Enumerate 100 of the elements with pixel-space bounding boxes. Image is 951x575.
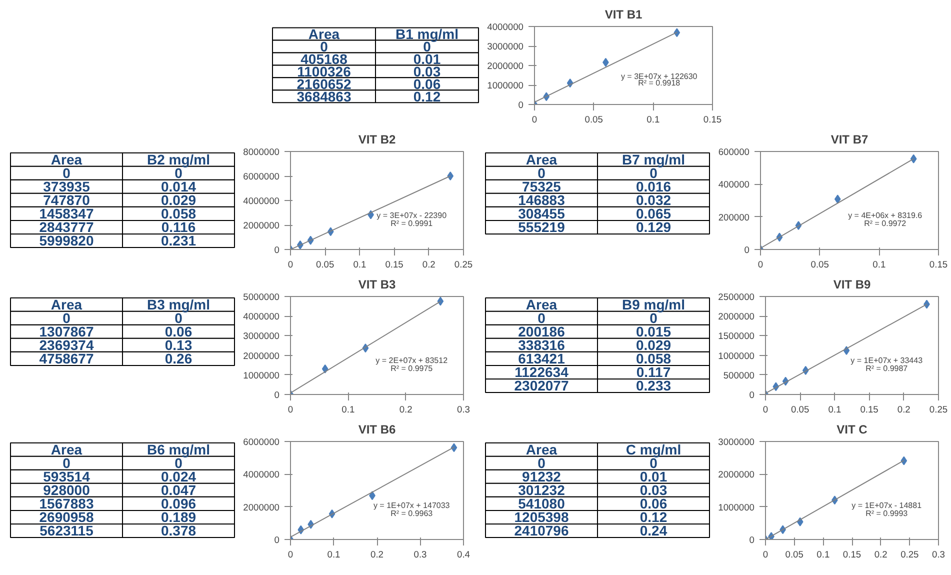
y-tick-label: 200000 bbox=[718, 212, 750, 222]
text: 2690958 bbox=[39, 509, 94, 526]
annotation: R² = 0.9987 bbox=[866, 364, 908, 373]
y-tick-label: 600000 bbox=[718, 147, 750, 157]
text: 75325 bbox=[522, 178, 562, 195]
x-tick-label: 0 bbox=[288, 550, 294, 560]
text: 0 bbox=[174, 165, 183, 182]
y-tick-label: 4000000 bbox=[243, 470, 280, 480]
text: 0.014 bbox=[160, 178, 196, 195]
y-tick-label: 3000000 bbox=[718, 437, 755, 447]
x-tick-label: 0.15 bbox=[842, 550, 862, 560]
text: 0.116 bbox=[161, 219, 196, 236]
text: 0.189 bbox=[160, 509, 196, 526]
annotation: y = 3E+07x - 22390 bbox=[376, 211, 448, 220]
annotation: R² = 0.9991 bbox=[390, 218, 434, 228]
text: 0.117 bbox=[636, 364, 671, 380]
text: 0 bbox=[650, 165, 658, 182]
text: 0 bbox=[62, 310, 71, 326]
y-tick-label: 0 bbox=[518, 100, 524, 110]
text: 2410796 bbox=[514, 522, 569, 539]
x-tick-label: 0.05 bbox=[316, 260, 334, 270]
text: 0 bbox=[174, 455, 183, 472]
y-tick-label: 3000000 bbox=[487, 42, 524, 52]
category-label: B7 mg/ml bbox=[622, 152, 686, 168]
x-tick-label: 0.05 bbox=[785, 550, 804, 560]
text: 0.016 bbox=[636, 178, 672, 195]
x-tick-label: 0.3 bbox=[932, 550, 945, 560]
y-tick-label: 0 bbox=[749, 535, 755, 545]
y-tick-label: 2000000 bbox=[243, 220, 280, 230]
text: 0 bbox=[538, 165, 546, 182]
y-tick-label: 1000000 bbox=[243, 370, 280, 380]
annotation: y = 1E+07x - 14881 bbox=[852, 501, 922, 510]
category-label: Area bbox=[50, 442, 82, 458]
text: 0.233 bbox=[636, 378, 672, 394]
y-tick-label: 2500000 bbox=[718, 292, 755, 302]
text: 0 bbox=[538, 310, 546, 326]
text: 541080 bbox=[518, 496, 566, 512]
x-tick-label: 0.1 bbox=[646, 114, 660, 124]
text: 91232 bbox=[522, 468, 562, 485]
text: 200186 bbox=[518, 324, 566, 340]
x-tick-label: 0.25 bbox=[454, 260, 473, 270]
text: 0.24 bbox=[640, 522, 668, 539]
x-tick-label: 0.1 bbox=[342, 404, 355, 414]
annotation: R² = 0.9972 bbox=[864, 218, 907, 228]
chart-title: VIT B3 bbox=[358, 278, 396, 292]
y-tick-label: 0 bbox=[274, 535, 280, 545]
text: 0.032 bbox=[636, 192, 672, 208]
category-label: B6 mg/ml bbox=[146, 442, 210, 458]
x-tick-label: 0 bbox=[288, 260, 294, 270]
text: 2369374 bbox=[39, 337, 94, 354]
text: 0.129 bbox=[636, 219, 672, 236]
category-label: Area bbox=[526, 442, 558, 458]
chart-title: VIT B6 bbox=[358, 422, 396, 436]
chart-title: VIT B7 bbox=[830, 132, 868, 146]
chart-title: VIT B2 bbox=[358, 132, 396, 146]
x-tick-label: 0.05 bbox=[791, 404, 810, 414]
text: 0.096 bbox=[160, 496, 196, 512]
y-tick-label: 1000000 bbox=[718, 350, 755, 361]
y-tick-label: 8000000 bbox=[243, 147, 280, 157]
x-tick-label: 0.05 bbox=[584, 114, 603, 124]
text: 0.06 bbox=[164, 324, 192, 340]
text: 0.03 bbox=[640, 482, 668, 498]
text: 0.015 bbox=[636, 324, 672, 340]
y-tick-label: 4000000 bbox=[243, 196, 280, 206]
annotation: R² = 0.9975 bbox=[390, 364, 434, 373]
x-tick-label: 0.2 bbox=[370, 550, 384, 560]
annotation: y = 1E+07x + 147033 bbox=[373, 501, 450, 510]
x-tick-label: 0.3 bbox=[457, 404, 470, 414]
y-tick-label: 5000000 bbox=[243, 292, 280, 302]
text: 373935 bbox=[43, 178, 90, 195]
text: 0 bbox=[62, 165, 71, 182]
text: 0.378 bbox=[160, 522, 196, 539]
y-tick-label: 0 bbox=[749, 390, 755, 400]
x-tick-label: 0 bbox=[762, 550, 768, 560]
text: 0 bbox=[62, 455, 71, 472]
x-tick-label: 0.05 bbox=[810, 260, 829, 270]
text: 0.06 bbox=[640, 496, 668, 512]
text: 5999820 bbox=[39, 232, 94, 249]
text: 0.13 bbox=[164, 337, 192, 354]
annotation: y = 2E+07x + 83512 bbox=[376, 356, 448, 366]
x-tick-label: 0.4 bbox=[457, 550, 470, 560]
x-tick-label: 0.1 bbox=[816, 550, 830, 560]
y-tick-label: 6000000 bbox=[243, 172, 280, 182]
y-tick-label: 0 bbox=[274, 245, 280, 255]
x-tick-label: 0.2 bbox=[897, 404, 910, 414]
text: 747870 bbox=[43, 192, 90, 208]
text: 0.024 bbox=[160, 468, 196, 485]
y-tick-label: 4000000 bbox=[243, 312, 280, 322]
y-tick-label: 2000000 bbox=[243, 502, 280, 512]
text: 555219 bbox=[518, 219, 566, 236]
category-label: Area bbox=[526, 296, 558, 313]
text: 0.231 bbox=[160, 232, 196, 249]
text: 2302077 bbox=[514, 378, 569, 394]
category-label: B1 mg/ml bbox=[395, 26, 459, 42]
chart-title: VIT C bbox=[836, 422, 868, 436]
text: 1458347 bbox=[39, 206, 94, 222]
y-tick-label: 0 bbox=[744, 245, 750, 255]
text: 1567883 bbox=[39, 496, 94, 512]
y-tick-label: 1500000 bbox=[718, 331, 755, 342]
x-tick-label: 0.2 bbox=[422, 260, 436, 270]
